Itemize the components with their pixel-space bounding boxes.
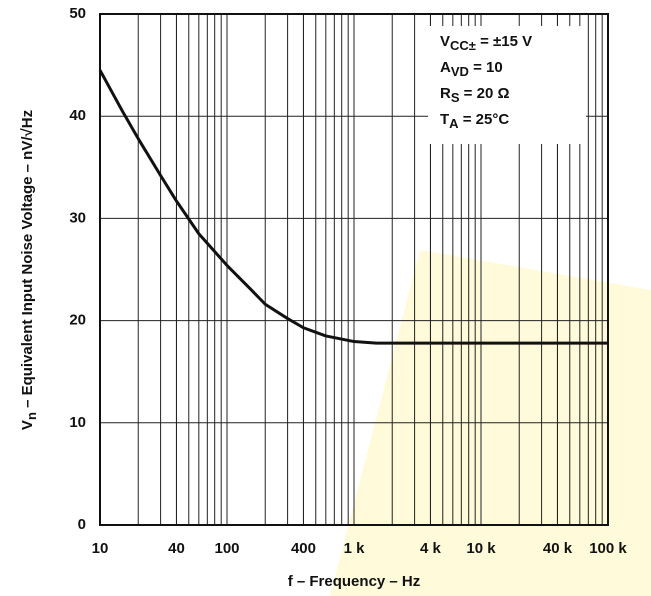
x-tick-label: 100 <box>214 540 239 557</box>
y-tick-label: 10 <box>69 414 86 431</box>
text-part: VD <box>451 64 469 79</box>
text-part: A <box>449 116 459 131</box>
text-part: T <box>440 111 449 128</box>
x-tick-label: 400 <box>291 540 316 557</box>
text-part: = 10 <box>469 59 503 76</box>
text-part: = 25°C <box>459 111 510 128</box>
x-tick-label: 10 <box>92 540 109 557</box>
text-part: V <box>440 33 450 50</box>
data-line <box>98 69 608 345</box>
text-part: = 20 Ω <box>460 85 510 102</box>
x-tick-label: 40 k <box>543 540 573 557</box>
y-tick-label: 20 <box>69 312 86 329</box>
text-part: = ±15 V <box>476 33 532 50</box>
x-tick-label: 40 <box>168 540 185 557</box>
annotation: TA = 25°C <box>440 111 509 131</box>
x-axis-label: f – Frequency – Hz <box>288 573 421 590</box>
y-tick-label: 40 <box>69 107 86 124</box>
text-part: CC± <box>450 38 476 53</box>
text-part: R <box>440 85 451 102</box>
annotation: VCC± = ±15 V <box>440 33 532 53</box>
plot-area <box>99 13 609 526</box>
y-tick-label: 30 <box>69 209 86 226</box>
text-part: V <box>19 420 36 430</box>
text-part: – Equivalent Input Noise Voltage – nV/√H… <box>19 110 36 412</box>
y-axis-label: Vn – Equivalent Input Noise Voltage – nV… <box>19 110 39 430</box>
annotation: RS = 20 Ω <box>440 85 510 105</box>
text-part: n <box>24 412 39 420</box>
y-tick-label: 0 <box>78 516 86 533</box>
text-part: A <box>440 59 451 76</box>
annotation-box <box>428 26 586 144</box>
annotation: AVD = 10 <box>440 59 503 79</box>
x-tick-label: 1 k <box>344 540 366 557</box>
text-part: S <box>451 90 460 105</box>
x-tick-label: 10 k <box>466 540 496 557</box>
x-tick-label: 4 k <box>420 540 442 557</box>
x-tick-label: 100 k <box>589 540 627 557</box>
plot-frame <box>99 13 609 526</box>
y-tick-label: 50 <box>69 5 86 22</box>
